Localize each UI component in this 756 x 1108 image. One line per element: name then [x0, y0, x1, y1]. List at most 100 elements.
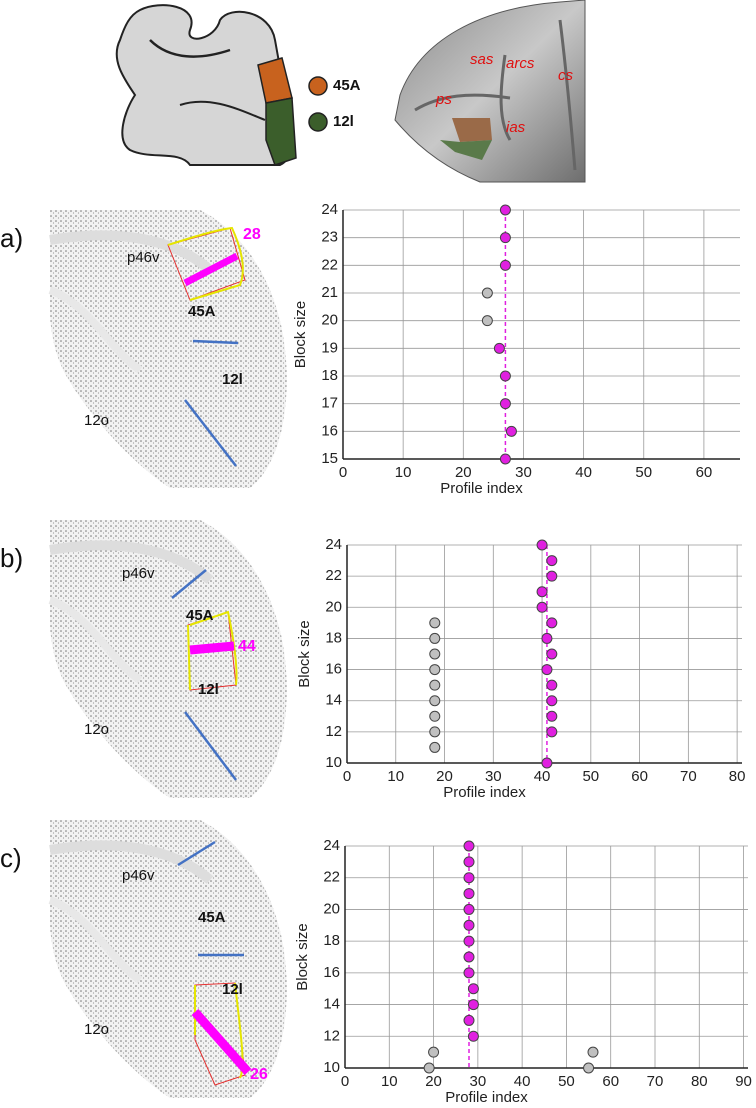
point [429, 679, 441, 691]
y-tick-label: 22 [323, 869, 340, 886]
x-tick-label: 20 [436, 768, 453, 785]
area-label: 45A [186, 607, 214, 624]
point [493, 342, 505, 354]
point [463, 856, 475, 868]
legend: 45A 12l [308, 76, 361, 132]
x-tick-label: 50 [635, 464, 652, 481]
area-label: 12l [222, 371, 243, 388]
area-label: 45A [188, 303, 216, 320]
area-label: 12o [84, 412, 109, 429]
point [423, 1062, 435, 1074]
sulcus-label: cs [558, 67, 574, 84]
point [467, 983, 479, 995]
point [481, 315, 493, 327]
area-label: 12o [84, 1021, 109, 1038]
y-tick-label: 22 [325, 567, 342, 584]
area-label: p46v [122, 867, 155, 884]
point [429, 741, 441, 753]
point [428, 1046, 440, 1058]
x-tick-label: 50 [558, 1073, 575, 1090]
y-tick-label: 15 [321, 450, 338, 467]
point [429, 726, 441, 738]
y-tick-label: 24 [325, 536, 342, 553]
point [429, 632, 441, 644]
x-axis-label: Profile index [440, 480, 523, 497]
point [429, 648, 441, 660]
point [463, 888, 475, 900]
point [463, 1014, 475, 1026]
point [499, 259, 511, 271]
x-tick-label: 40 [514, 1073, 531, 1090]
area-label: 12o [84, 721, 109, 738]
y-axis-label: Block size [296, 620, 313, 688]
y-tick-label: 10 [325, 754, 342, 771]
x-tick-label: 10 [387, 768, 404, 785]
sulcus-label: ps [435, 91, 452, 108]
y-tick-label: 21 [321, 284, 338, 301]
x-tick-label: 70 [647, 1073, 664, 1090]
point [546, 695, 558, 707]
x-tick-label: 90 [735, 1073, 752, 1090]
section-b [50, 520, 287, 798]
x-tick-label: 40 [575, 464, 592, 481]
area-12l [265, 97, 297, 166]
thickness-label: 28 [243, 226, 261, 243]
y-tick-label: 16 [323, 964, 340, 981]
y-tick-label: 20 [325, 598, 342, 615]
legend-label: 45A [333, 77, 361, 94]
y-tick-label: 16 [325, 661, 342, 678]
sulcus-label: ias [506, 119, 526, 136]
x-tick-label: 60 [631, 768, 648, 785]
y-axis-label: Block size [292, 301, 309, 369]
y-tick-label: 18 [325, 629, 342, 646]
y-tick-label: 23 [321, 229, 338, 246]
point [587, 1046, 599, 1058]
x-tick-label: 50 [582, 768, 599, 785]
point [499, 398, 511, 410]
point [546, 648, 558, 660]
y-tick-label: 20 [321, 312, 338, 329]
point [546, 617, 558, 629]
x-tick-label: 30 [485, 768, 502, 785]
legend-swatch [308, 76, 328, 96]
point [463, 951, 475, 963]
panel-labels: a) p46v 45A 12l 12o 28 b) p46v 45A 12l 12o 44 c) p46v… [0, 223, 268, 1083]
x-tick-label: 20 [455, 464, 472, 481]
point [546, 555, 558, 567]
y-tick-label: 24 [323, 837, 340, 854]
y-tick-label: 12 [323, 1027, 340, 1044]
point [429, 664, 441, 676]
y-tick-label: 22 [321, 256, 338, 273]
x-tick-label: 60 [602, 1073, 619, 1090]
x-tick-label: 10 [381, 1073, 398, 1090]
point [541, 632, 553, 644]
point [481, 287, 493, 299]
point [463, 967, 475, 979]
x-tick-label: 0 [343, 768, 351, 785]
point [463, 840, 475, 852]
y-tick-label: 20 [323, 900, 340, 917]
x-tick-label: 80 [729, 768, 746, 785]
x-tick-label: 20 [425, 1073, 442, 1090]
sulcus-label: sas [470, 51, 494, 68]
legend-swatch [308, 112, 328, 132]
point [536, 586, 548, 598]
point [546, 710, 558, 722]
area-label: p46v [127, 249, 160, 266]
thickness-label: 44 [238, 638, 256, 655]
point [463, 919, 475, 931]
x-tick-label: 10 [395, 464, 412, 481]
y-tick-label: 17 [321, 395, 338, 412]
y-tick-label: 16 [321, 422, 338, 439]
y-tick-label: 14 [323, 996, 340, 1013]
point [546, 570, 558, 582]
point [536, 539, 548, 551]
point [499, 204, 511, 216]
point [499, 453, 511, 465]
area-label: p46v [122, 565, 155, 582]
y-axis-label: Block size [294, 923, 311, 991]
y-tick-label: 12 [325, 723, 342, 740]
x-tick-label: 60 [696, 464, 713, 481]
